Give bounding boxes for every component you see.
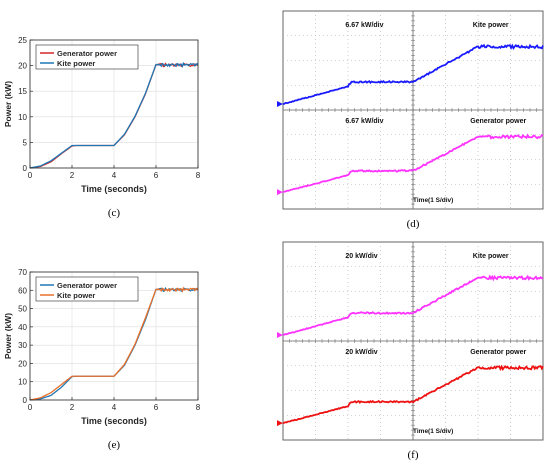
- x-tick-label: 2: [70, 403, 75, 412]
- y-tick-label: 60: [18, 286, 27, 295]
- y-axis-label: Power (kW): [3, 313, 13, 359]
- scope-trace-label: Kite power: [473, 22, 509, 29]
- x-tick-label: 8: [196, 171, 201, 180]
- x-tick-label: 4: [112, 403, 117, 412]
- panel-label: (c): [108, 207, 121, 219]
- y-tick-label: 0: [23, 396, 28, 405]
- y-tick-label: 70: [18, 268, 27, 277]
- scope-trace-generator-power: [282, 133, 544, 193]
- y-tick-label: 30: [18, 341, 27, 350]
- channel-marker-icon: [277, 189, 283, 196]
- legend-label: Kite power: [57, 291, 95, 300]
- scope-scale-label: 20 kW/div: [345, 253, 377, 260]
- chart-2: 0 2 4 6 8 0 10 20 30 40 50 60 70 Time (seconds) Power …: [3, 268, 201, 451]
- panel-label: (f): [408, 449, 419, 461]
- scope-trace-label: Kite power: [473, 253, 509, 260]
- channel-marker-icon: [277, 332, 283, 339]
- y-tick-label: 10: [18, 378, 27, 387]
- y-tick-label: 15: [18, 87, 27, 96]
- scope-scale-label: 20 kW/div: [345, 349, 377, 356]
- x-tick-label: 6: [154, 171, 159, 180]
- channel-marker-icon: [277, 420, 283, 427]
- legend-label: Kite power: [57, 59, 95, 68]
- panel-label: (e): [108, 439, 121, 451]
- x-tick-label: 6: [154, 403, 159, 412]
- x-tick-label: 4: [112, 171, 117, 180]
- y-tick-label: 0: [23, 164, 28, 173]
- scope-time-label: Time(1 S/div): [413, 197, 453, 204]
- legend-label: Generator power: [57, 49, 117, 58]
- scope-trace-kite-power: [282, 43, 544, 105]
- series-line-kite-power: [29, 286, 199, 401]
- chart-3: 20 kW/div Kite power 20 kW/div Generator po…: [277, 241, 544, 461]
- y-axis-label: Power (kW): [3, 81, 13, 127]
- y-tick-label: 40: [18, 323, 27, 332]
- chart-0: 0 2 4 6 8 0 5 10 15 20 25 Time (seconds) Power (kW) G…: [3, 36, 201, 219]
- legend-label: Generator power: [57, 281, 117, 290]
- x-tick-label: 0: [28, 403, 33, 412]
- series-line-kite-power: [29, 61, 199, 169]
- y-tick-label: 20: [18, 359, 27, 368]
- scope-time-label: Time(1 S/div): [413, 428, 453, 435]
- x-axis-label: Time (seconds): [81, 184, 147, 194]
- y-tick-label: 50: [18, 305, 27, 314]
- y-tick-label: 10: [18, 113, 27, 122]
- legend-box: [35, 276, 139, 302]
- channel-marker-icon: [277, 101, 283, 108]
- scope-scale-label: 6.67 kW/div: [345, 22, 383, 29]
- scope-trace-kite-power: [282, 274, 544, 336]
- y-tick-label: 20: [18, 62, 27, 71]
- panel-label: (d): [407, 218, 420, 230]
- x-tick-label: 0: [28, 171, 33, 180]
- x-tick-label: 8: [196, 403, 201, 412]
- chart-1: 6.67 kW/div Kite power 6.67 kW/div Generato…: [277, 10, 544, 230]
- x-tick-label: 2: [70, 171, 75, 180]
- scope-scale-label: 6.67 kW/div: [345, 118, 383, 125]
- y-tick-label: 25: [18, 36, 27, 45]
- legend-box: [35, 44, 139, 70]
- scope-trace-generator-power: [282, 364, 544, 425]
- scope-trace-label: Generator power: [470, 349, 526, 356]
- scope-trace-label: Generator power: [470, 118, 526, 125]
- x-axis-label: Time (seconds): [81, 416, 147, 426]
- y-tick-label: 5: [23, 138, 28, 147]
